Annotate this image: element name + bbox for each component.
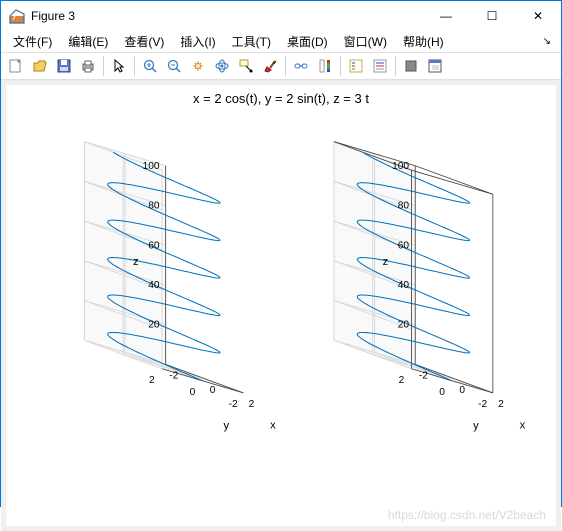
insert-legend-icon[interactable] — [369, 55, 391, 77]
svg-text:z: z — [133, 256, 139, 268]
toolbar-separator — [395, 56, 396, 76]
colorbar-icon[interactable] — [314, 55, 336, 77]
svg-text:-2: -2 — [419, 371, 428, 382]
svg-text:z: z — [383, 256, 389, 268]
menu-window[interactable]: 窗口(W) — [336, 31, 395, 52]
hide-tools-icon[interactable] — [400, 55, 422, 77]
toolbar-separator — [285, 56, 286, 76]
toolbar-separator — [103, 56, 104, 76]
svg-text:x: x — [270, 420, 276, 432]
new-figure-icon[interactable] — [5, 55, 27, 77]
window-buttons: — ☐ ✕ — [423, 1, 561, 31]
menu-file[interactable]: 文件(F) — [5, 31, 60, 52]
svg-text:20: 20 — [398, 320, 410, 331]
menubar: 文件(F) 编辑(E) 查看(V) 插入(I) 工具(T) 桌面(D) 窗口(W… — [1, 31, 561, 53]
chart-title: x = 2 cos(t), y = 2 sin(t), z = 3 t — [193, 91, 369, 106]
svg-text:0: 0 — [210, 385, 216, 396]
svg-text:60: 60 — [398, 240, 410, 251]
open-icon[interactable] — [29, 55, 51, 77]
save-icon[interactable] — [53, 55, 75, 77]
toolbar — [1, 53, 561, 80]
svg-text:y: y — [473, 420, 479, 432]
zoom-in-icon[interactable] — [139, 55, 161, 77]
toolbar-separator — [340, 56, 341, 76]
menu-desktop[interactable]: 桌面(D) — [279, 31, 336, 52]
toolbar-separator — [134, 56, 135, 76]
menu-overflow-icon[interactable]: ↘ — [543, 36, 551, 47]
figure-area: x = 2 cos(t), y = 2 sin(t), z = 3 t 2040… — [1, 80, 561, 531]
zoom-out-icon[interactable] — [163, 55, 185, 77]
rotate3d-icon[interactable] — [211, 55, 233, 77]
menu-tools[interactable]: 工具(T) — [224, 31, 279, 52]
menu-insert[interactable]: 插入(I) — [172, 31, 223, 52]
svg-text:y: y — [224, 420, 230, 432]
svg-text:0: 0 — [439, 387, 445, 398]
maximize-button[interactable]: ☐ — [469, 1, 515, 31]
svg-text:2: 2 — [149, 375, 155, 386]
plot-svg: 20 40 60 80 100 -2 0 2 -2 0 2 z x y 20 40 60 80 100 -2 0 2 -2 0… — [6, 85, 556, 526]
svg-text:2: 2 — [249, 399, 255, 410]
svg-text:80: 80 — [398, 201, 410, 212]
svg-text:x: x — [520, 420, 526, 432]
svg-text:100: 100 — [143, 161, 160, 172]
svg-text:0: 0 — [190, 387, 196, 398]
menu-view[interactable]: 查看(V) — [116, 31, 172, 52]
figure-window: Figure 3 — ☐ ✕ 文件(F) 编辑(E) 查看(V) 插入(I) 工… — [0, 0, 562, 507]
show-tools-icon[interactable] — [424, 55, 446, 77]
legend-icon[interactable] — [345, 55, 367, 77]
svg-text:0: 0 — [459, 385, 465, 396]
svg-text:60: 60 — [148, 240, 160, 251]
link-icon[interactable] — [290, 55, 312, 77]
axes-canvas[interactable]: x = 2 cos(t), y = 2 sin(t), z = 3 t 2040… — [6, 85, 556, 526]
svg-text:20: 20 — [148, 320, 160, 331]
svg-text:80: 80 — [148, 201, 160, 212]
svg-text:2: 2 — [399, 375, 405, 386]
minimize-button[interactable]: — — [423, 1, 469, 31]
window-title: Figure 3 — [31, 9, 423, 23]
menu-edit[interactable]: 编辑(E) — [60, 31, 116, 52]
titlebar: Figure 3 — ☐ ✕ — [1, 1, 561, 31]
close-button[interactable]: ✕ — [515, 1, 561, 31]
svg-text:-2: -2 — [229, 399, 238, 410]
pointer-icon[interactable] — [108, 55, 130, 77]
datacursor-icon[interactable] — [235, 55, 257, 77]
svg-text:40: 40 — [398, 280, 410, 291]
print-icon[interactable] — [77, 55, 99, 77]
app-icon — [9, 8, 25, 24]
svg-text:-2: -2 — [169, 371, 178, 382]
pan-icon[interactable] — [187, 55, 209, 77]
svg-text:100: 100 — [392, 161, 409, 172]
brush-icon[interactable] — [259, 55, 281, 77]
svg-text:-2: -2 — [478, 399, 487, 410]
svg-text:40: 40 — [148, 280, 160, 291]
menu-help[interactable]: 帮助(H) — [395, 31, 452, 52]
svg-text:2: 2 — [498, 399, 504, 410]
